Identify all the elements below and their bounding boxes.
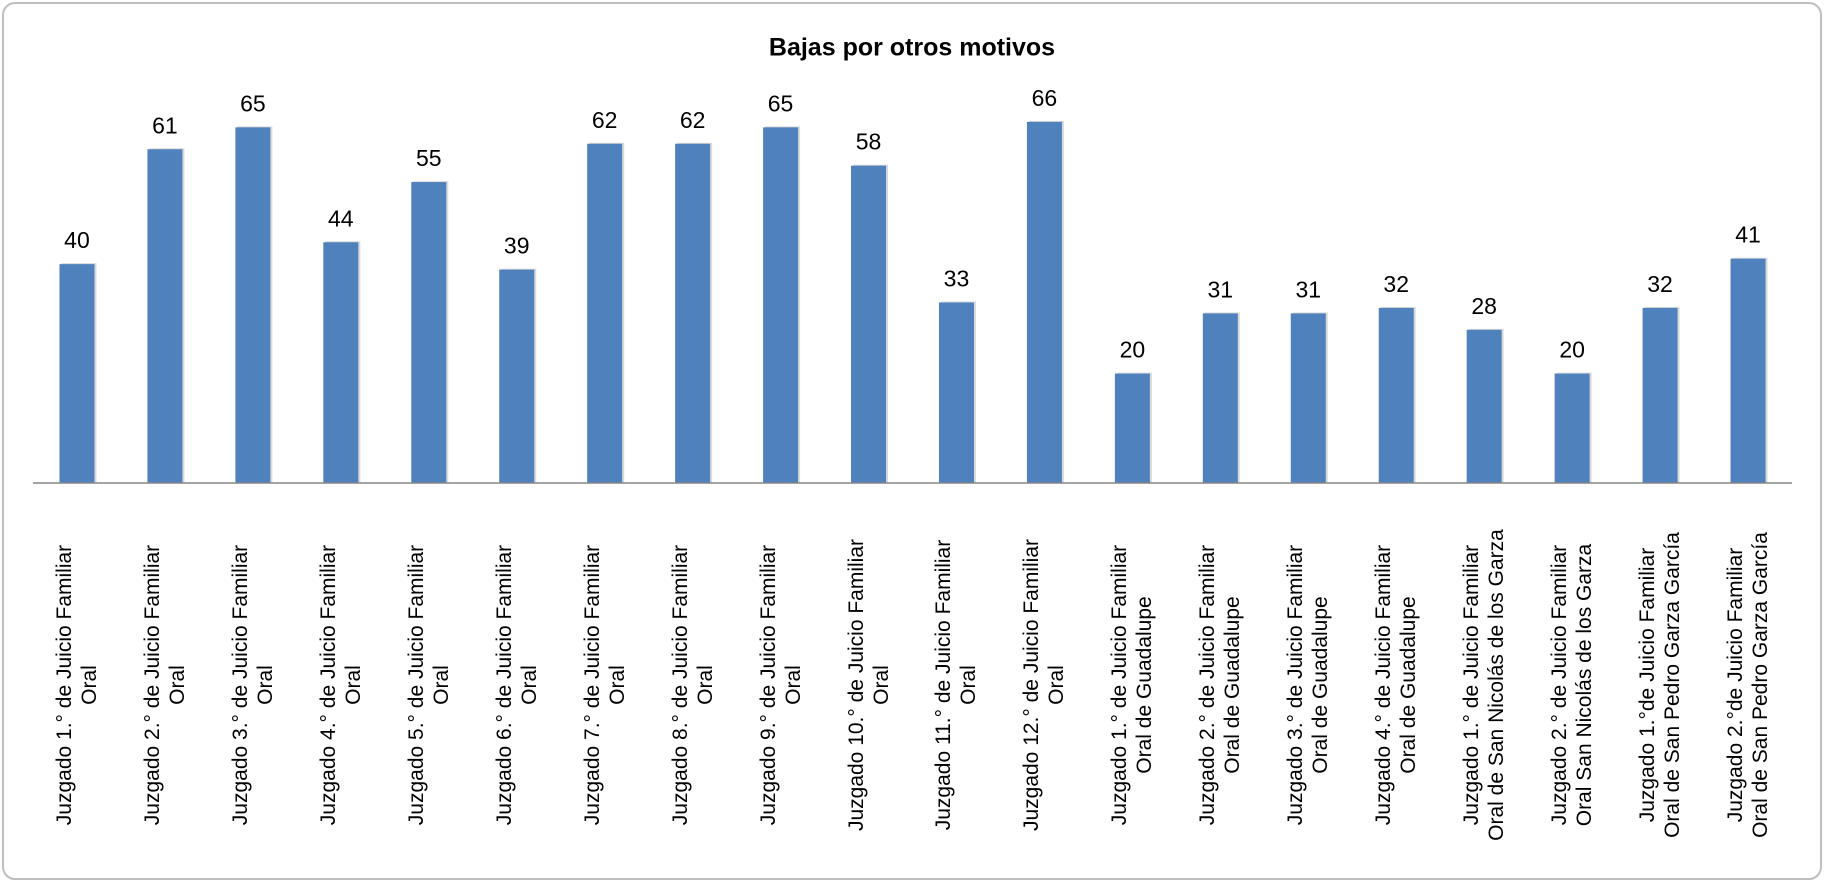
x-tick-label: Juzgado 11.° de Juicio Familiar Oral xyxy=(932,539,981,831)
bar xyxy=(1378,307,1414,483)
value-label: 40 xyxy=(64,227,90,253)
bar xyxy=(938,302,974,483)
x-tick-label: Juzgado 2.° de Juicio Familiar Oral de G… xyxy=(1196,544,1245,826)
bar xyxy=(763,127,799,483)
x-tick-label: Juzgado 2.°de Juicio Familiar Oral de Sa… xyxy=(1724,532,1773,838)
chart-title: Bajas por otros motivos xyxy=(769,34,1055,62)
bar xyxy=(587,143,623,483)
x-tick-label: Juzgado 8.° de Juicio Familiar Oral xyxy=(668,544,717,826)
value-label: 33 xyxy=(944,266,970,292)
value-label: 32 xyxy=(1383,271,1409,297)
bar xyxy=(411,182,447,484)
bar xyxy=(1730,258,1766,483)
bar xyxy=(675,143,711,483)
x-tick-label: Juzgado 4.° de Juicio Familiar Oral de G… xyxy=(1372,544,1421,826)
value-label: 62 xyxy=(680,107,706,133)
value-label: 31 xyxy=(1208,276,1234,302)
bar xyxy=(851,165,887,483)
bar xyxy=(323,242,359,483)
bar xyxy=(1202,313,1238,483)
x-tick-label: Juzgado 4.° de Juicio Familiar Oral xyxy=(316,544,365,826)
value-label: 65 xyxy=(768,90,794,116)
bar xyxy=(1026,121,1062,483)
x-tick-label: Juzgado 1.° de Juicio Familiar Oral de G… xyxy=(1108,544,1157,826)
value-label: 20 xyxy=(1559,337,1585,363)
value-label: 58 xyxy=(856,129,882,155)
x-tick-label: Juzgado 3.° de Juicio Familiar Oral xyxy=(228,544,277,826)
value-label: 20 xyxy=(1120,337,1146,363)
value-label: 28 xyxy=(1471,293,1497,319)
value-label: 32 xyxy=(1647,271,1673,297)
value-label: 31 xyxy=(1295,276,1321,302)
x-tick-label: Juzgado 9.° de Juicio Familiar Oral xyxy=(756,544,805,826)
x-tick-label: Juzgado 6.° de Juicio Familiar Oral xyxy=(492,544,541,826)
bar xyxy=(147,149,183,483)
x-tick-label: Juzgado 1.° de Juicio Familiar Oral de S… xyxy=(1460,529,1509,841)
x-tick-label: Juzgado 3.° de Juicio Familiar Oral de G… xyxy=(1284,544,1333,826)
bar xyxy=(499,269,535,483)
x-tick-label: Juzgado 7.° de Juicio Familiar Oral xyxy=(580,544,629,826)
bar xyxy=(235,127,271,483)
value-label: 61 xyxy=(152,112,178,138)
value-label: 41 xyxy=(1735,222,1761,248)
value-label: 66 xyxy=(1032,85,1058,111)
x-tick-label: Juzgado 2.° de Juicio Familiar Oral San … xyxy=(1548,543,1597,827)
x-tick-label: Juzgado 1.°de Juicio Familiar Oral de Sa… xyxy=(1636,532,1685,838)
x-tick-label: Juzgado 10.° de Juicio Familiar Oral xyxy=(844,538,893,832)
value-label: 39 xyxy=(504,233,530,259)
x-tick-label: Juzgado 5.° de Juicio Familiar Oral xyxy=(404,544,453,826)
bar xyxy=(1290,313,1326,483)
x-tick-label: Juzgado 12.° de Juicio Familiar Oral xyxy=(1020,538,1069,832)
value-label: 55 xyxy=(416,145,442,171)
bar xyxy=(1642,307,1678,483)
value-label: 62 xyxy=(592,107,618,133)
value-label: 65 xyxy=(240,90,266,116)
bar xyxy=(1554,373,1590,483)
bar xyxy=(1466,329,1502,483)
x-tick-label: Juzgado 1.° de Juicio Familiar Oral xyxy=(52,544,101,826)
x-tick-label: Juzgado 2.° de Juicio Familiar Oral xyxy=(140,544,189,826)
bar xyxy=(59,264,95,483)
value-label: 44 xyxy=(328,205,354,231)
bar xyxy=(1114,373,1150,483)
